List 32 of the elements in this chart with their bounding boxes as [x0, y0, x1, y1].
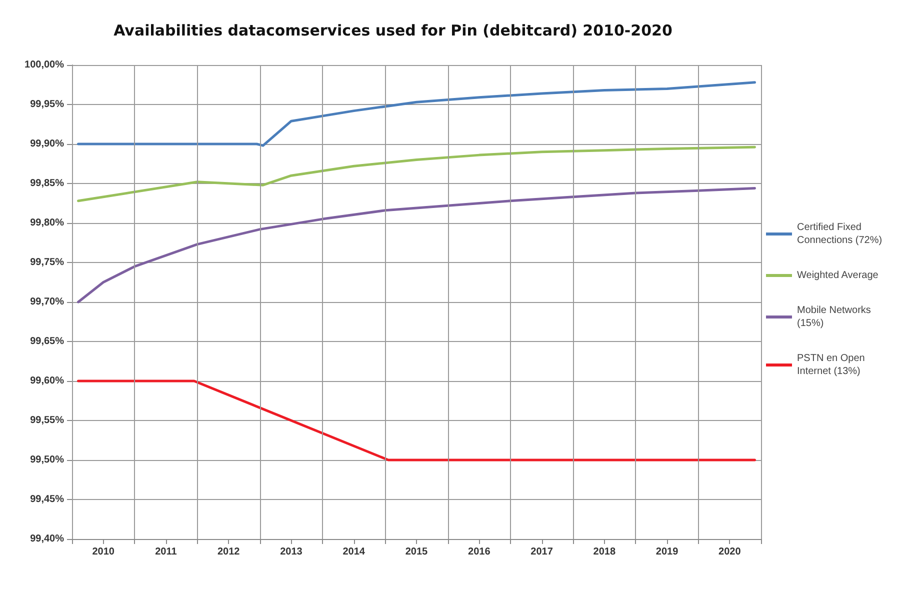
line-series — [77, 81, 756, 147]
y-tick-label: 99,75% — [30, 257, 64, 268]
y-tick-label: 99,70% — [30, 296, 64, 308]
x-tick-label: 2015 — [405, 546, 428, 558]
legend-label: PSTN en Open Internet (13%) — [797, 353, 868, 377]
x-tick-label: 2012 — [217, 546, 240, 558]
y-tick-label: 99,90% — [30, 138, 64, 150]
x-tick-label: 2016 — [468, 546, 491, 558]
line-series — [77, 186, 756, 304]
legend-label: Certified Fixed Connections (72%) — [797, 222, 882, 246]
y-tick-label: 99,50% — [30, 454, 64, 466]
x-tick-label: 2019 — [656, 546, 679, 558]
x-tick-label: 2013 — [280, 546, 303, 558]
y-tick-label: 99,85% — [30, 178, 64, 189]
y-tick-label: 99,55% — [30, 415, 64, 426]
y-tick-label: 99,95% — [30, 99, 64, 110]
y-tick-label: 100,00% — [24, 60, 64, 70]
y-tick-label: 99,80% — [30, 218, 64, 228]
x-tick-label: 2020 — [718, 546, 742, 558]
chart-title: Availabilities datacomservices used for Pin (debitcard) 2010-2020 — [114, 22, 672, 40]
y-tick-label: 99,60% — [30, 376, 64, 386]
y-tick-label: 99,45% — [30, 494, 64, 505]
x-tick-label: 2010 — [92, 546, 115, 558]
y-tick-label: 99,40% — [30, 534, 64, 544]
x-tick-label: 2011 — [155, 546, 178, 558]
legend-label: Mobile Networks (15%) — [797, 305, 874, 329]
x-tick-label: 2018 — [593, 546, 616, 558]
line-series — [77, 146, 756, 202]
x-tick-label: 2017 — [530, 546, 554, 558]
legend-label: Weighted Average — [797, 270, 879, 281]
x-tick-label: 2014 — [342, 546, 366, 558]
y-tick-label: 99,65% — [30, 336, 64, 347]
